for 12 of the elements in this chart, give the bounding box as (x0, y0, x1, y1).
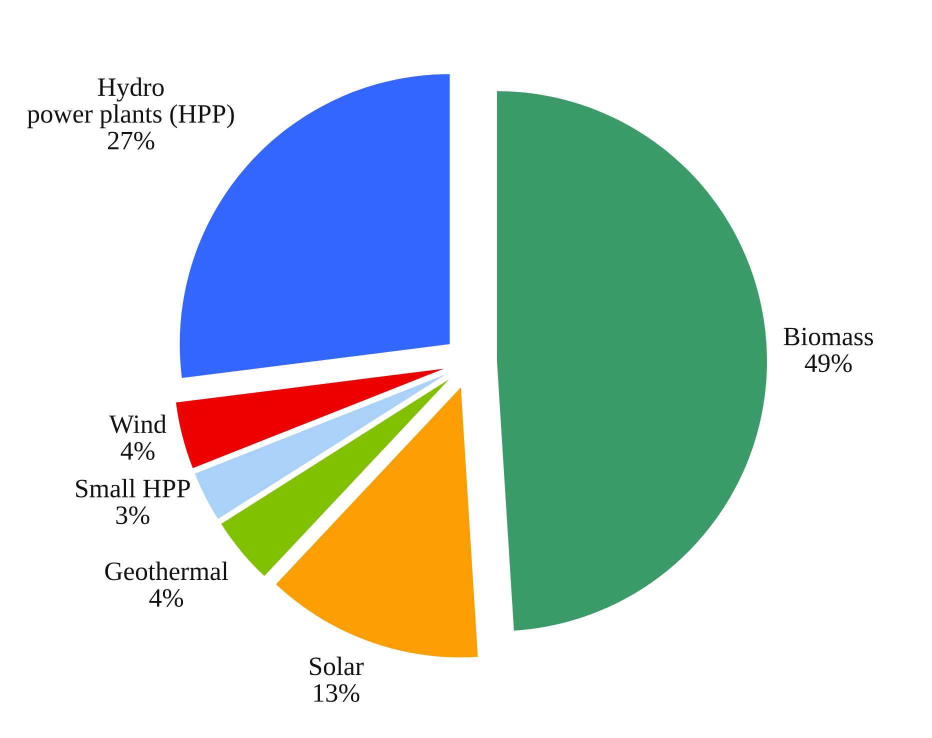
data-label: 4% (149, 589, 184, 607)
slice-label: Geothermal (105, 562, 228, 580)
slice-label: Small HPP (76, 478, 190, 498)
data-label: 3% (116, 506, 150, 524)
slice-label: Wind (109, 414, 166, 434)
slice-label: Hydro power plants (HPP) (27, 78, 234, 128)
data-label: 49% (804, 354, 852, 372)
slice-label: Solar (310, 656, 364, 676)
data-label: 13% (314, 684, 360, 702)
slice-label: Biomass (784, 328, 873, 346)
data-label: 4% (120, 442, 155, 460)
data-label: 27% (108, 132, 154, 150)
